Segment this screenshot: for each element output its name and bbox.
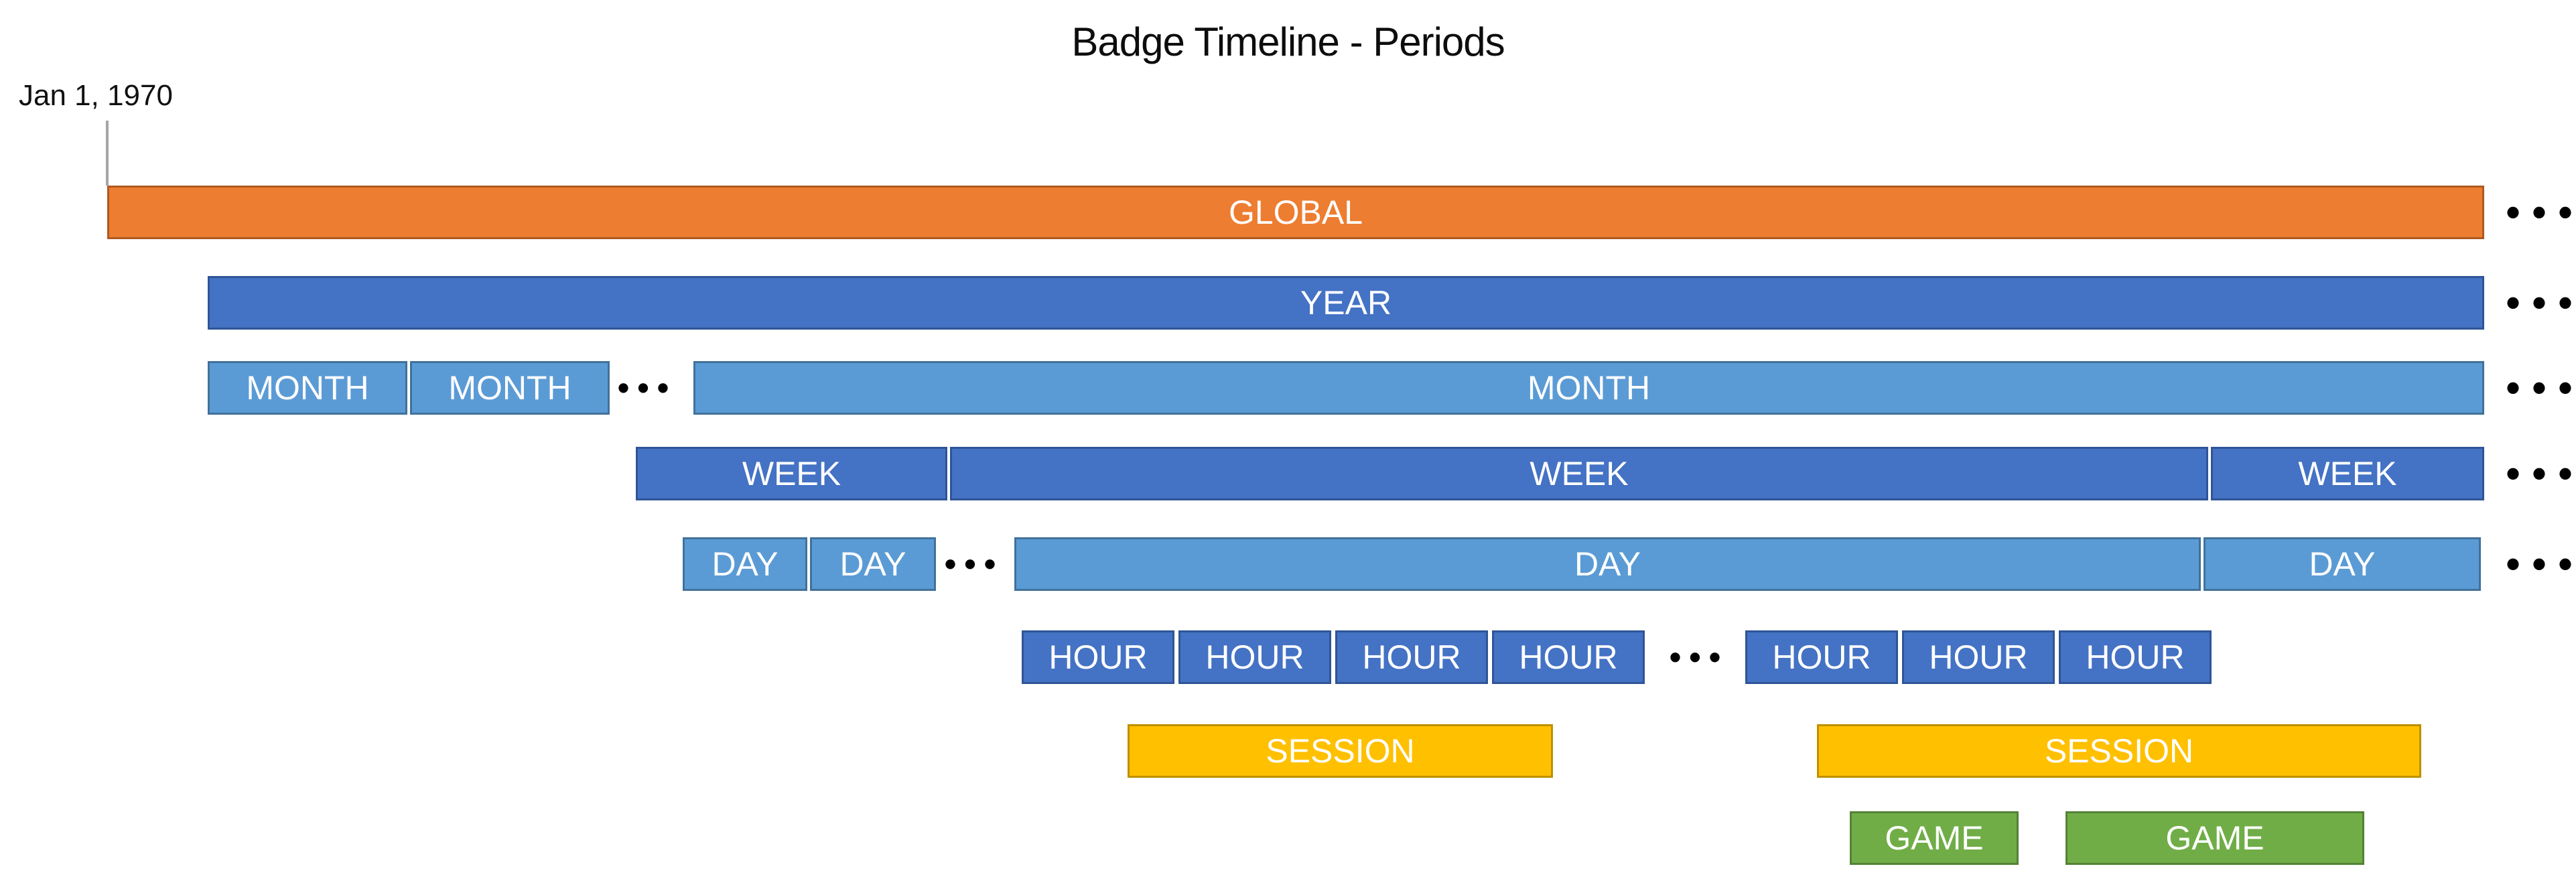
bar-day-1-label: DAY [711,545,778,583]
bar-global: GLOBAL [107,186,2484,239]
bar-week-3-label: WEEK [2298,455,2397,492]
bar-hour-2-label: HOUR [1205,638,1304,676]
bar-day-2: DAY [810,537,936,591]
bar-session-2-label: SESSION [2044,732,2194,770]
bar-session-2: SESSION [1817,724,2421,778]
bar-game-1: GAME [1850,811,2019,865]
bar-hour-3: HOUR [1335,630,1488,684]
bar-week-1: WEEK [636,447,947,500]
bar-hour-5-label: HOUR [1772,638,1871,676]
bar-hour-7: HOUR [2059,630,2212,684]
bar-hour-1-label: HOUR [1048,638,1148,676]
bar-day-last: DAY [2204,537,2481,591]
bar-hour-4: HOUR [1492,630,1645,684]
bar-global-label: GLOBAL [1228,194,1363,231]
bar-hour-6-label: HOUR [1929,638,2028,676]
bar-hour-1: HOUR [1022,630,1174,684]
bar-day-main-label: DAY [1574,545,1641,583]
bar-month-2: MONTH [410,361,610,415]
bar-game-2-label: GAME [2165,819,2264,857]
bar-year: YEAR [208,276,2484,330]
diagram-title: Badge Timeline - Periods [1071,19,1505,64]
bar-hour-4-label: HOUR [1519,638,1618,676]
bar-day-2-label: DAY [839,545,906,583]
ellipsis-day-gap: ••• [944,545,1004,583]
bar-game-2: GAME [2065,811,2364,865]
bar-month-main-label: MONTH [1527,369,1651,407]
bar-hour-7-label: HOUR [2086,638,2185,676]
bar-session-1-label: SESSION [1266,732,1415,770]
bar-month-2-label: MONTH [448,369,571,407]
bar-week-main: WEEK [950,447,2208,500]
ellipsis-week-right: ••• [2506,451,2572,496]
ellipsis-day-right: ••• [2506,541,2572,586]
origin-date-label: Jan 1, 1970 [19,79,173,112]
ellipsis-hour-gap: ••• [1669,638,1729,676]
bar-month-main: MONTH [693,361,2484,415]
ellipsis-global-right: ••• [2506,190,2572,234]
bar-hour-3-label: HOUR [1362,638,1461,676]
bar-hour-6: HOUR [1902,630,2055,684]
bar-week-main-label: WEEK [1530,455,1629,492]
bar-day-last-label: DAY [2309,545,2376,583]
origin-tick-line [106,121,109,186]
bar-day-main: DAY [1014,537,2201,591]
ellipsis-month-gap: ••• [617,369,677,407]
bar-hour-2: HOUR [1178,630,1331,684]
bar-game-1-label: GAME [1885,819,1984,857]
bar-year-label: YEAR [1300,284,1392,322]
bar-session-1: SESSION [1128,724,1553,778]
bar-week-1-label: WEEK [742,455,841,492]
bar-day-1: DAY [683,537,807,591]
ellipsis-year-right: ••• [2506,280,2572,325]
bar-month-1-label: MONTH [246,369,369,407]
bar-month-1: MONTH [208,361,407,415]
ellipsis-month-right: ••• [2506,365,2572,410]
bar-week-3: WEEK [2211,447,2484,500]
bar-hour-5: HOUR [1745,630,1898,684]
